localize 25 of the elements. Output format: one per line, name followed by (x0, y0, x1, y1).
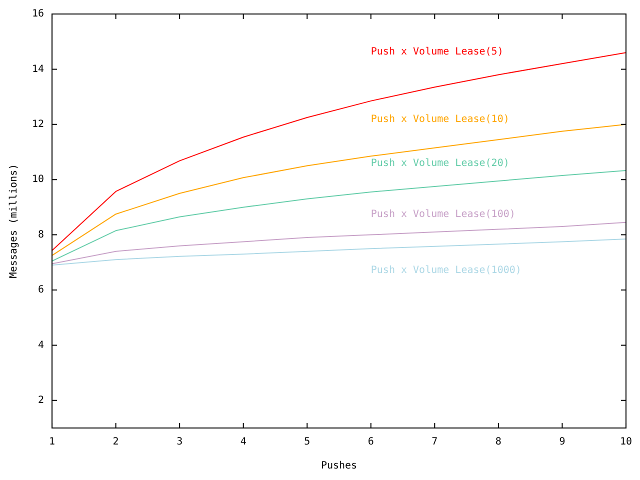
x-tick-label: 5 (304, 436, 310, 448)
x-tick-label: 4 (240, 436, 246, 448)
x-tick-label: 8 (495, 436, 502, 448)
x-tick-label: 6 (368, 436, 374, 448)
y-axis-title: Messages (millions) (8, 164, 20, 278)
x-tick-label: 1 (49, 436, 56, 448)
series-label: Push x Volume Lease(100) (370, 209, 516, 220)
series-label: Push x Volume Lease(1000) (370, 265, 522, 276)
y-tick-label: 10 (32, 174, 44, 186)
x-tick-label: 10 (620, 436, 632, 448)
series-label: Push x Volume Lease(20) (370, 158, 510, 170)
y-tick-label: 2 (38, 394, 44, 406)
y-tick-label: 14 (32, 64, 44, 75)
y-tick-label: 16 (32, 8, 44, 20)
y-tick-label: 12 (32, 118, 44, 130)
x-tick-label: 3 (176, 436, 183, 448)
x-axis-title: Pushes (320, 460, 358, 472)
x-tick-label: 7 (432, 436, 438, 448)
x-tick-label: 9 (559, 436, 566, 448)
y-tick-label: 6 (38, 284, 44, 296)
series-label: Push x Volume Lease(5) (370, 46, 504, 58)
y-tick-label: 4 (38, 340, 44, 351)
x-tick-label: 2 (112, 436, 119, 448)
y-tick-label: 8 (38, 229, 44, 240)
series-label: Push x Volume Lease(10) (370, 114, 510, 125)
